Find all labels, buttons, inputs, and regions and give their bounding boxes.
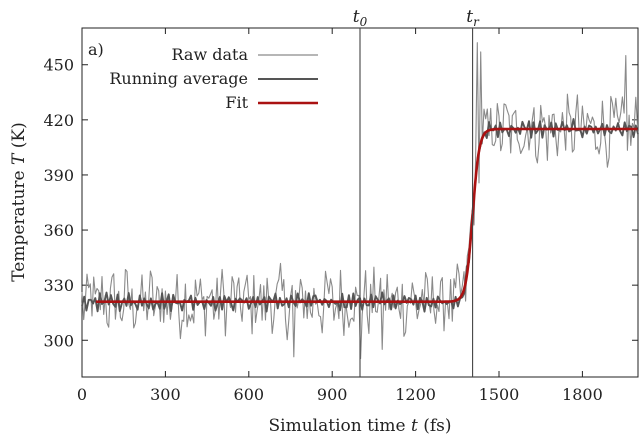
- x-tick-label: 900: [317, 385, 348, 404]
- marker-lines: t0 tr: [353, 7, 480, 377]
- x-axis-title: Simulation time t (fs): [269, 416, 452, 436]
- series-fit-line: [95, 127, 638, 303]
- legend-label-raw-data: Raw data: [172, 45, 249, 64]
- marker-label-tr: tr: [466, 7, 480, 29]
- axis-ticks: 0 300 600 900 1200 1500 1800 300 330 360 390 420 450: [43, 28, 638, 404]
- x-tick-label: 0: [77, 385, 87, 404]
- panel-label: a): [88, 40, 104, 59]
- marker-label-t0: t0: [353, 7, 368, 29]
- y-tick-label: 300: [43, 331, 74, 350]
- y-tick-label: 330: [43, 276, 74, 295]
- y-tick-label: 450: [43, 56, 74, 75]
- y-tick-label: 390: [43, 166, 74, 185]
- y-axis-title: Temperature T (K): [9, 122, 29, 282]
- y-tick-label: 420: [43, 111, 74, 130]
- y-tick-label: 360: [43, 221, 74, 240]
- legend-label-fit: Fit: [225, 93, 248, 112]
- x-tick-label: 1200: [395, 385, 436, 404]
- x-tick-label: 1800: [562, 385, 603, 404]
- x-tick-label: 300: [150, 385, 181, 404]
- legend-label-running-average: Running average: [109, 69, 248, 88]
- x-tick-label: 1500: [479, 385, 520, 404]
- legend: Raw data Running average Fit: [109, 45, 318, 112]
- x-tick-label: 600: [234, 385, 265, 404]
